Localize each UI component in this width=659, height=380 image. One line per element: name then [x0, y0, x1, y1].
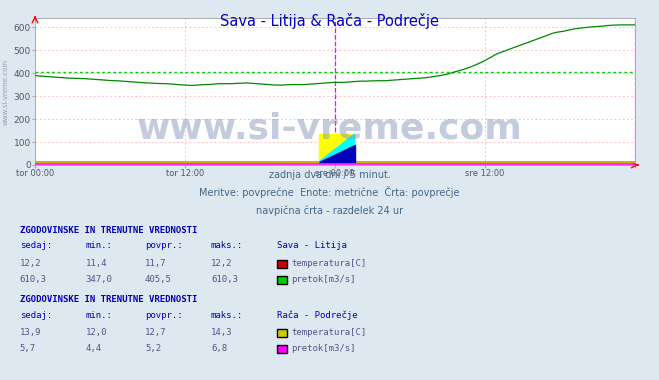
Text: ZGODOVINSKE IN TRENUTNE VREDNOSTI: ZGODOVINSKE IN TRENUTNE VREDNOSTI — [20, 295, 197, 304]
Text: Meritve: povprečne  Enote: metrične  Črta: povprečje: Meritve: povprečne Enote: metrične Črta:… — [199, 186, 460, 198]
Text: 14,3: 14,3 — [211, 328, 233, 337]
Text: 11,4: 11,4 — [86, 259, 107, 268]
Text: povpr.:: povpr.: — [145, 241, 183, 250]
Polygon shape — [320, 134, 355, 162]
Text: www.si-vreme.com: www.si-vreme.com — [136, 111, 523, 145]
Text: 610,3: 610,3 — [211, 275, 238, 284]
Polygon shape — [320, 145, 355, 162]
Text: 610,3: 610,3 — [20, 275, 47, 284]
Text: 5,7: 5,7 — [20, 344, 36, 353]
Text: 11,7: 11,7 — [145, 259, 167, 268]
Text: 4,4: 4,4 — [86, 344, 101, 353]
Text: Sava - Litija & Rača - Podrečje: Sava - Litija & Rača - Podrečje — [220, 13, 439, 29]
Text: temperatura[C]: temperatura[C] — [291, 259, 366, 268]
Text: maks.:: maks.: — [211, 241, 243, 250]
Text: ZGODOVINSKE IN TRENUTNE VREDNOSTI: ZGODOVINSKE IN TRENUTNE VREDNOSTI — [20, 226, 197, 234]
Text: Rača - Podrečje: Rača - Podrečje — [277, 310, 357, 320]
Text: navpična črta - razdelek 24 ur: navpična črta - razdelek 24 ur — [256, 206, 403, 216]
Text: www.si-vreme.com: www.si-vreme.com — [2, 59, 9, 125]
Text: 347,0: 347,0 — [86, 275, 113, 284]
Text: zadnja dva dni / 5 minut.: zadnja dva dni / 5 minut. — [269, 170, 390, 180]
Text: povpr.:: povpr.: — [145, 310, 183, 320]
Text: min.:: min.: — [86, 310, 113, 320]
Text: pretok[m3/s]: pretok[m3/s] — [291, 275, 356, 284]
Text: 12,2: 12,2 — [211, 259, 233, 268]
Text: maks.:: maks.: — [211, 310, 243, 320]
Text: Sava - Litija: Sava - Litija — [277, 241, 347, 250]
Text: min.:: min.: — [86, 241, 113, 250]
Text: temperatura[C]: temperatura[C] — [291, 328, 366, 337]
Polygon shape — [320, 134, 355, 162]
Text: 12,7: 12,7 — [145, 328, 167, 337]
Text: sedaj:: sedaj: — [20, 241, 52, 250]
Text: 6,8: 6,8 — [211, 344, 227, 353]
Text: 5,2: 5,2 — [145, 344, 161, 353]
Text: 12,2: 12,2 — [20, 259, 42, 268]
Text: sedaj:: sedaj: — [20, 310, 52, 320]
Text: 13,9: 13,9 — [20, 328, 42, 337]
Text: 405,5: 405,5 — [145, 275, 172, 284]
Text: 12,0: 12,0 — [86, 328, 107, 337]
Text: pretok[m3/s]: pretok[m3/s] — [291, 344, 356, 353]
